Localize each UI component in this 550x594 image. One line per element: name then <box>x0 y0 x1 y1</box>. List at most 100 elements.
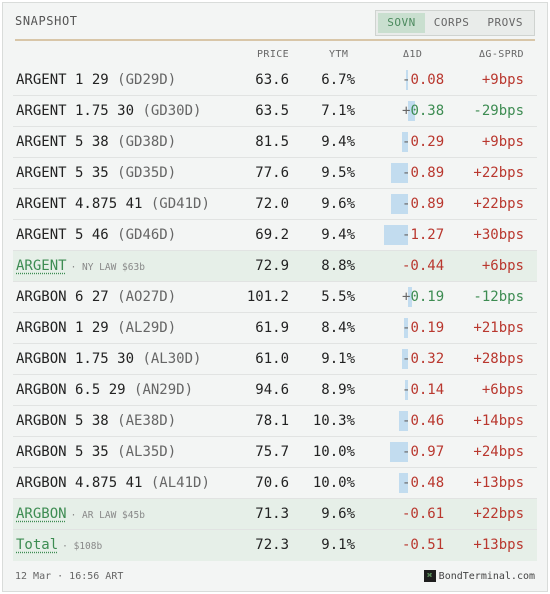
bond-name: ARGBON 6 27 <box>16 289 109 305</box>
brand-label: BondTerminal.com <box>438 570 535 582</box>
d1-value: -0.44 <box>402 258 445 274</box>
gsprd-value: -12bps <box>473 289 524 305</box>
d1-bar <box>383 225 408 245</box>
table-row[interactable]: ARGENT 5 38 (GD38D) 81.5 9.4% -0.29 +9bps <box>13 127 537 158</box>
d1-value: -0.51 <box>402 537 445 553</box>
gsprd-value: +21bps <box>473 320 524 336</box>
group-link[interactable]: ARGBON <box>16 506 67 522</box>
bond-ticker: (AN29D) <box>134 382 194 398</box>
table-row[interactable]: ARGBON 5 35 (AL35D) 75.7 10.0% -0.97 +24bps <box>13 437 537 468</box>
price-value: 81.5 <box>255 134 289 150</box>
row-name: ARGENT 4.875 41 (GD41D) <box>16 189 210 219</box>
price-value: 77.6 <box>255 165 289 181</box>
price-value: 75.7 <box>255 444 289 460</box>
bond-name: ARGBON 5 35 <box>16 444 109 460</box>
gsprd-value: +22bps <box>473 165 524 181</box>
d1-number: 0.19 <box>410 289 445 305</box>
bond-name: ARGENT 5 46 <box>16 227 109 243</box>
ytm-value: 9.6% <box>321 196 355 212</box>
d1-sign: - <box>402 196 411 212</box>
subtotal-row[interactable]: ARGBON · AR LAW $45b 71.3 9.6% -0.61 +22bps <box>13 499 537 530</box>
group-note: · $108b <box>62 541 103 552</box>
gsprd-value: +6bps <box>481 258 524 274</box>
table-row[interactable]: ARGENT 5 35 (GD35D) 77.6 9.5% -0.89 +22bps <box>13 158 537 189</box>
bond-name: ARGENT 1 29 <box>16 72 109 88</box>
panel-footer: 12 Mar · 16:56 ART ⌘ BondTerminal.com <box>15 563 535 591</box>
d1-number: 0.97 <box>410 444 445 460</box>
d1-number: 0.46 <box>410 413 445 429</box>
ytm-value: 9.1% <box>321 537 355 553</box>
d1-value: -0.48 <box>402 468 444 498</box>
gsprd-value: +13bps <box>473 537 524 553</box>
price-value: 101.2 <box>246 289 289 305</box>
d1-value: -0.19 <box>402 313 444 343</box>
price-value: 61.9 <box>255 320 289 336</box>
bond-ticker: (AE38D) <box>117 413 177 429</box>
d1-value: -0.61 <box>402 506 445 522</box>
d1-bar <box>398 473 408 493</box>
d1-sign: - <box>402 351 411 367</box>
brand-link[interactable]: ⌘ BondTerminal.com <box>423 570 535 582</box>
table-row[interactable]: ARGBON 1.75 30 (AL30D) 61.0 9.1% -0.32 +28bp… <box>13 344 537 375</box>
bond-name: ARGBON 5 38 <box>16 413 109 429</box>
row-name: ARGENT 5 46 (GD46D) <box>16 220 176 250</box>
d1-number: 0.19 <box>410 320 445 336</box>
d1-number: 0.48 <box>410 475 445 491</box>
table-row[interactable]: ARGENT 5 46 (GD46D) 69.2 9.4% -1.27 +30bps <box>13 220 537 251</box>
table-row[interactable]: ARGENT 4.875 41 (GD41D) 72.0 9.6% -0.89 +22b… <box>13 189 537 220</box>
d1-sign: - <box>402 382 411 398</box>
price-column-header: PRICE <box>257 49 290 60</box>
d1-value: +0.38 <box>402 96 444 126</box>
row-name: ARGBON · AR LAW $45b <box>16 499 145 531</box>
bond-name: ARGENT 1.75 30 <box>16 103 135 119</box>
bond-name: ARGBON 1 29 <box>16 320 109 336</box>
ytm-value: 10.0% <box>312 444 355 460</box>
bond-ticker: (AL41D) <box>150 475 210 491</box>
gsprd-value: +22bps <box>473 506 524 522</box>
table-row[interactable]: ARGBON 6.5 29 (AN29D) 94.6 8.9% -0.14 +6bps <box>13 375 537 406</box>
tab-provs[interactable]: PROVS <box>487 16 523 29</box>
d1-number: 0.89 <box>410 196 445 212</box>
terminal-logo-icon: ⌘ <box>423 570 436 582</box>
d1-value: -0.29 <box>402 127 444 157</box>
column-headers: PRICE YTM Δ1D ΔG-SPRD <box>15 47 535 65</box>
row-name: ARGENT · NY LAW $63b <box>16 251 145 283</box>
bond-name: ARGBON 1.75 30 <box>16 351 135 367</box>
row-name: ARGBON 1 29 (AL29D) <box>16 313 176 343</box>
total-row[interactable]: Total · $108b 72.3 9.1% -0.51 +13bps <box>13 530 537 561</box>
d1-value: -0.46 <box>402 406 444 436</box>
d1-sign: - <box>402 165 411 181</box>
row-name: ARGENT 5 38 (GD38D) <box>16 127 176 157</box>
ytm-value: 9.1% <box>321 351 355 367</box>
table-row[interactable]: ARGBON 1 29 (AL29D) 61.9 8.4% -0.19 +21bps <box>13 313 537 344</box>
ytm-value: 9.6% <box>321 506 355 522</box>
tab-sovn[interactable]: SOVN <box>378 13 425 33</box>
d1-column-header: Δ1D <box>403 49 423 60</box>
bond-name: ARGBON 4.875 41 <box>16 475 143 491</box>
price-value: 70.6 <box>255 475 289 491</box>
d1-value: -0.32 <box>402 344 444 374</box>
d1-sign: + <box>402 289 411 305</box>
bond-ticker: (AO27D) <box>117 289 177 305</box>
d1-number: 1.27 <box>410 227 445 243</box>
tab-corps[interactable]: CORPS <box>433 16 470 29</box>
bond-table: ARGENT 1 29 (GD29D) 63.6 6.7% -0.08 +9bps ARG… <box>13 65 537 561</box>
table-row[interactable]: ARGBON 6 27 (AO27D) 101.2 5.5% +0.19 -12bps <box>13 282 537 313</box>
d1-value: -1.27 <box>402 220 444 250</box>
d1-number: 0.08 <box>410 72 445 88</box>
group-link[interactable]: Total <box>16 537 59 553</box>
group-link[interactable]: ARGENT <box>16 258 67 274</box>
d1-number: 0.32 <box>410 351 445 367</box>
row-name: ARGBON 6 27 (AO27D) <box>16 282 176 312</box>
gsprd-value: +30bps <box>473 227 524 243</box>
ytm-value: 9.5% <box>321 165 355 181</box>
gsprd-value: +9bps <box>481 134 524 150</box>
d1-number: 0.29 <box>410 134 445 150</box>
subtotal-row[interactable]: ARGENT · NY LAW $63b 72.9 8.8% -0.44 +6bps <box>13 251 537 282</box>
table-row[interactable]: ARGBON 5 38 (AE38D) 78.1 10.3% -0.46 +14bps <box>13 406 537 437</box>
d1-bar <box>406 70 408 90</box>
table-row[interactable]: ARGENT 1 29 (GD29D) 63.6 6.7% -0.08 +9bps <box>13 65 537 96</box>
table-row[interactable]: ARGBON 4.875 41 (AL41D) 70.6 10.0% -0.48 +13… <box>13 468 537 499</box>
bond-name: ARGBON 6.5 29 <box>16 382 126 398</box>
table-row[interactable]: ARGENT 1.75 30 (GD30D) 63.5 7.1% +0.38 -29bp… <box>13 96 537 127</box>
